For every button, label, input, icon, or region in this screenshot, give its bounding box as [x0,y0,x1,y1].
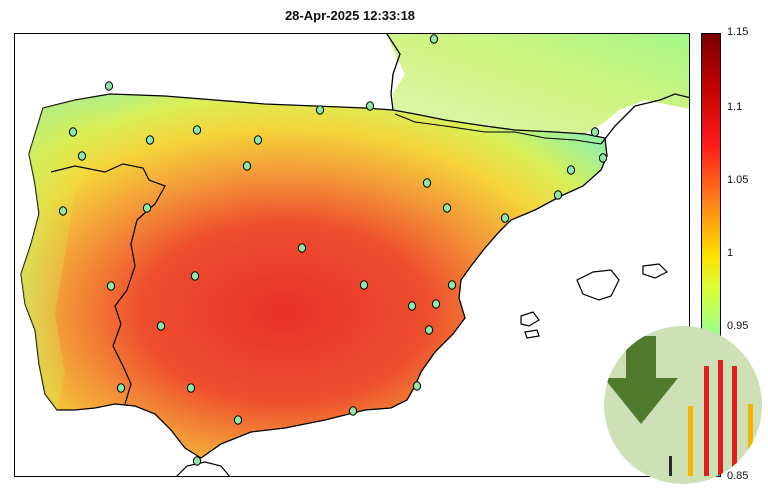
station-marker [104,81,114,91]
pyrenees-border [394,113,602,145]
french-coast [386,34,689,145]
portugal-spain-border [50,163,166,405]
station-marker [58,206,68,216]
download-badge[interactable] [604,326,762,484]
menorca [642,263,669,279]
station-marker [142,203,152,213]
station-marker [553,190,563,200]
station-marker [297,243,307,253]
station-marker [315,105,325,115]
colorbar-tick: 1.15 [727,26,749,38]
colorbar-tick: 1 [727,247,734,259]
station-marker [68,127,78,137]
station-marker [429,34,439,44]
station-marker [145,135,155,145]
colorbar-tick: 0.95 [727,320,749,332]
station-marker [242,161,252,171]
station-marker [407,301,417,311]
station-marker [348,406,358,416]
station-marker [192,125,202,135]
map-panel[interactable] [14,33,690,477]
station-marker [598,153,608,163]
africa-coast [176,461,231,476]
station-marker [77,151,87,161]
download-arrow-icon [604,336,753,476]
station-marker [253,135,263,145]
iberian-peninsula [20,93,608,459]
formentera [524,329,540,339]
station-marker [192,456,202,466]
station-marker [447,280,457,290]
station-marker [156,321,166,331]
station-markers [58,34,608,466]
station-marker [500,213,510,223]
station-marker [424,325,434,335]
station-marker [422,178,432,188]
colorbar-tick: 0.85 [727,470,749,482]
ibiza [520,311,540,327]
station-marker [190,271,200,281]
map-title: 28-Apr-2025 12:33:18 [284,8,416,23]
station-marker [233,415,243,425]
mallorca [576,269,620,301]
station-marker [412,381,422,391]
station-marker [431,299,441,309]
colorbar-tick: 1.1 [727,101,743,113]
station-marker [106,281,116,291]
colorbar-tick: 1.05 [727,174,749,186]
station-marker [566,165,576,175]
iberia-map [20,34,689,476]
station-marker [590,127,600,137]
station-marker [365,101,375,111]
station-marker [442,203,452,213]
station-marker [359,280,369,290]
station-marker [186,383,196,393]
station-marker [116,383,126,393]
